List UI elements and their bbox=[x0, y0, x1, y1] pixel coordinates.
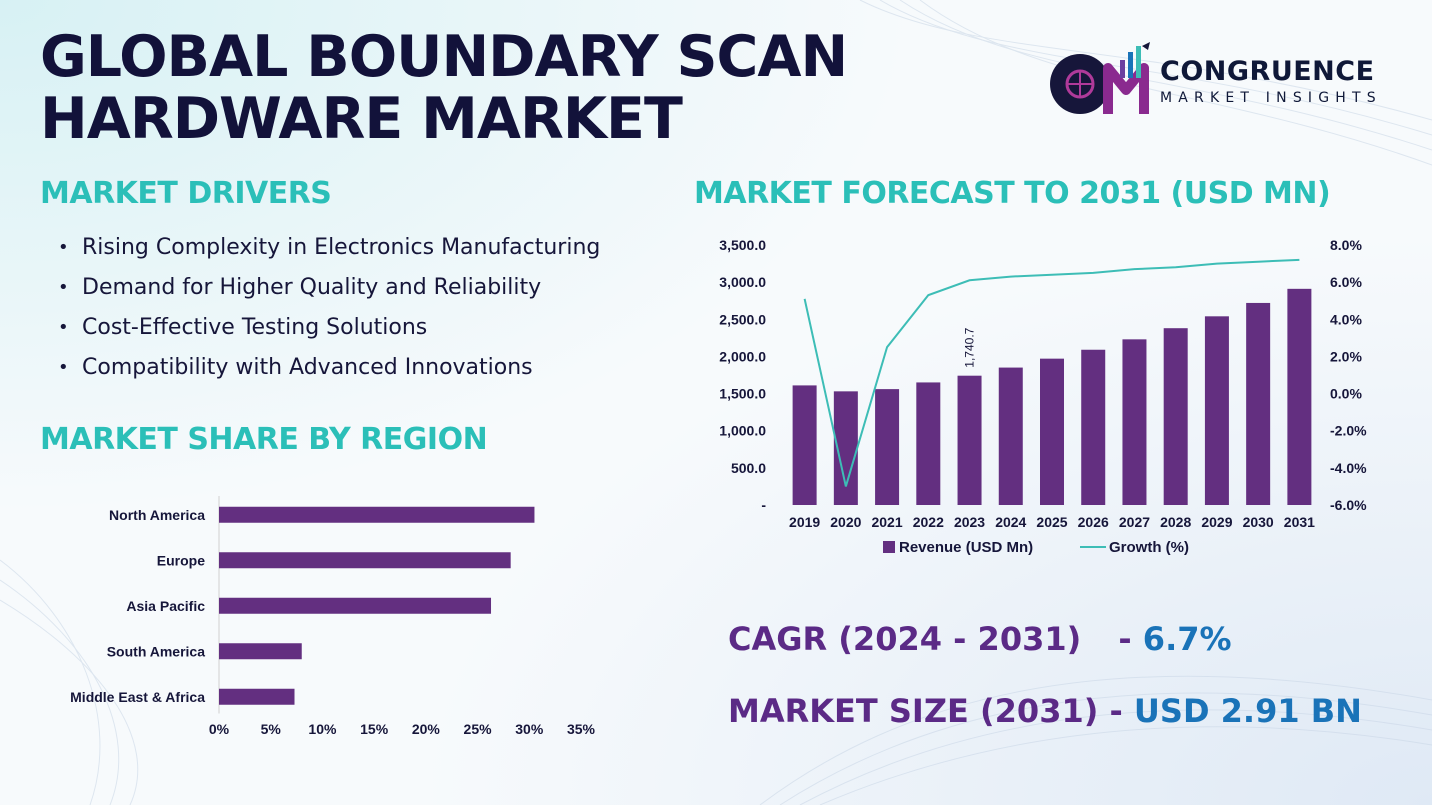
forecast-year-label: 2025 bbox=[1036, 514, 1067, 530]
cagr-stat: CAGR (2024 - 2031) - 6.7% bbox=[728, 620, 1232, 658]
market-size-label: MARKET SIZE (2031) bbox=[728, 692, 1099, 730]
region-tick-label: 15% bbox=[360, 721, 389, 737]
forecast-year-label: 2028 bbox=[1160, 514, 1191, 530]
revenue-bar bbox=[957, 375, 982, 505]
forecast-left-tick-label: 500.0 bbox=[731, 460, 766, 476]
region-category-label: South America bbox=[107, 643, 205, 659]
company-logo bbox=[1050, 42, 1150, 114]
forecast-year-label: 2024 bbox=[995, 514, 1026, 530]
legend-revenue-label: Revenue (USD Mn) bbox=[899, 539, 1033, 556]
region-bar bbox=[219, 597, 492, 614]
region-category-label: Middle East & Africa bbox=[70, 689, 205, 705]
forecast-right-tick-label: 2.0% bbox=[1330, 348, 1362, 364]
revenue-bar bbox=[875, 389, 900, 505]
revenue-data-label: 1,740.7 bbox=[963, 327, 977, 367]
forecast-left-tick-label: 2,500.0 bbox=[719, 311, 766, 327]
market-size-separator: - bbox=[1109, 692, 1123, 730]
market-size-stat: MARKET SIZE (2031) - USD 2.91 BN bbox=[728, 692, 1362, 730]
region-tick-label: 30% bbox=[515, 721, 544, 737]
forecast-chart: - 500.0 1,000.0 1,500.0 2,000.0 2,500.0 3,000.… bbox=[719, 237, 1367, 556]
forecast-year-label: 2021 bbox=[871, 514, 902, 530]
drivers-title: MARKET DRIVERS bbox=[40, 176, 332, 211]
cagr-label: CAGR (2024 - 2031) bbox=[728, 620, 1082, 658]
forecast-right-tick-label: 4.0% bbox=[1330, 311, 1362, 327]
driver-text: Cost-Effective Testing Solutions bbox=[82, 315, 428, 340]
region-category-label: Europe bbox=[157, 552, 205, 568]
forecast-year-label: 2030 bbox=[1243, 514, 1274, 530]
forecast-right-tick-label: -4.0% bbox=[1330, 460, 1367, 476]
revenue-bar bbox=[1163, 328, 1188, 505]
forecast-right-tick-label: -2.0% bbox=[1330, 423, 1367, 439]
cagr-separator: - bbox=[1118, 620, 1132, 658]
forecast-right-tick-label: 0.0% bbox=[1330, 386, 1362, 402]
legend-revenue-swatch bbox=[883, 541, 895, 553]
growth-line bbox=[803, 258, 1300, 487]
forecast-title: MARKET FORECAST TO 2031 (USD MN) bbox=[694, 176, 1331, 211]
revenue-bar bbox=[1081, 349, 1106, 505]
driver-item: • Compatibility with Advanced Innovations bbox=[58, 348, 600, 388]
forecast-year-label: 2027 bbox=[1119, 514, 1150, 530]
bullet-icon: • bbox=[58, 237, 69, 258]
forecast-year-label: 2026 bbox=[1078, 514, 1109, 530]
forecast-left-tick-label: 3,000.0 bbox=[719, 274, 766, 290]
region-category-label: North America bbox=[109, 507, 205, 523]
bullet-icon: • bbox=[58, 357, 69, 378]
region-tick-label: 5% bbox=[261, 721, 282, 737]
region-bar bbox=[219, 643, 302, 660]
forecast-left-tick-label: 1,000.0 bbox=[719, 423, 766, 439]
bullet-icon: • bbox=[58, 277, 69, 298]
logo-subtitle: MARKET INSIGHTS bbox=[1160, 90, 1382, 106]
forecast-year-label: 2023 bbox=[954, 514, 985, 530]
region-share-chart: North America Europe Asia Pacific South Ame… bbox=[70, 496, 596, 737]
revenue-bar bbox=[792, 385, 817, 505]
cagr-value: 6.7% bbox=[1142, 620, 1232, 658]
region-tick-label: 20% bbox=[412, 721, 441, 737]
driver-item: • Cost-Effective Testing Solutions bbox=[58, 308, 600, 348]
logo-name: CONGRUENCE bbox=[1160, 56, 1375, 87]
forecast-year-label: 2029 bbox=[1201, 514, 1232, 530]
forecast-year-label: 2020 bbox=[830, 514, 861, 530]
revenue-bar bbox=[1122, 339, 1147, 505]
revenue-bar bbox=[998, 367, 1023, 505]
region-category-label: Asia Pacific bbox=[126, 598, 205, 614]
legend-growth-label: Growth (%) bbox=[1109, 539, 1189, 556]
region-bar bbox=[219, 688, 295, 705]
drivers-list: • Rising Complexity in Electronics Manufa… bbox=[58, 228, 600, 388]
logo-text: CONGRUENCE MARKET INSIGHTS bbox=[1160, 56, 1382, 106]
forecast-year-label: 2022 bbox=[913, 514, 944, 530]
bullet-icon: • bbox=[58, 317, 69, 338]
driver-text: Compatibility with Advanced Innovations bbox=[82, 355, 533, 380]
revenue-bar bbox=[1040, 358, 1064, 505]
region-title: MARKET SHARE BY REGION bbox=[40, 422, 488, 457]
driver-text: Demand for Higher Quality and Reliabilit… bbox=[82, 275, 542, 300]
region-tick-label: 10% bbox=[308, 721, 337, 737]
region-bar bbox=[219, 506, 535, 523]
forecast-year-label: 2019 bbox=[789, 514, 820, 530]
forecast-right-tick-label: -6.0% bbox=[1330, 497, 1367, 513]
forecast-left-tick-label: 2,000.0 bbox=[719, 348, 766, 364]
driver-item: • Rising Complexity in Electronics Manufa… bbox=[58, 228, 600, 268]
driver-text: Rising Complexity in Electronics Manufac… bbox=[82, 235, 601, 260]
forecast-left-tick-label: - bbox=[761, 497, 766, 513]
region-bar bbox=[219, 552, 511, 569]
region-tick-label: 35% bbox=[567, 721, 596, 737]
revenue-bar bbox=[916, 382, 941, 505]
forecast-left-tick-label: 1,500.0 bbox=[719, 386, 766, 402]
forecast-right-tick-label: 6.0% bbox=[1330, 274, 1362, 290]
forecast-right-tick-label: 8.0% bbox=[1330, 237, 1362, 253]
market-size-value: USD 2.91 BN bbox=[1133, 692, 1362, 730]
region-tick-label: 0% bbox=[209, 721, 230, 737]
revenue-bar bbox=[1246, 302, 1271, 505]
revenue-bar bbox=[1204, 316, 1229, 505]
forecast-year-label: 2031 bbox=[1284, 514, 1315, 530]
driver-item: • Demand for Higher Quality and Reliabili… bbox=[58, 268, 600, 308]
forecast-left-tick-label: 3,500.0 bbox=[719, 237, 766, 253]
revenue-bar bbox=[1287, 288, 1312, 505]
page-title: GLOBAL BOUNDARY SCAN HARDWARE MARKET bbox=[40, 24, 848, 152]
region-tick-label: 25% bbox=[464, 721, 493, 737]
